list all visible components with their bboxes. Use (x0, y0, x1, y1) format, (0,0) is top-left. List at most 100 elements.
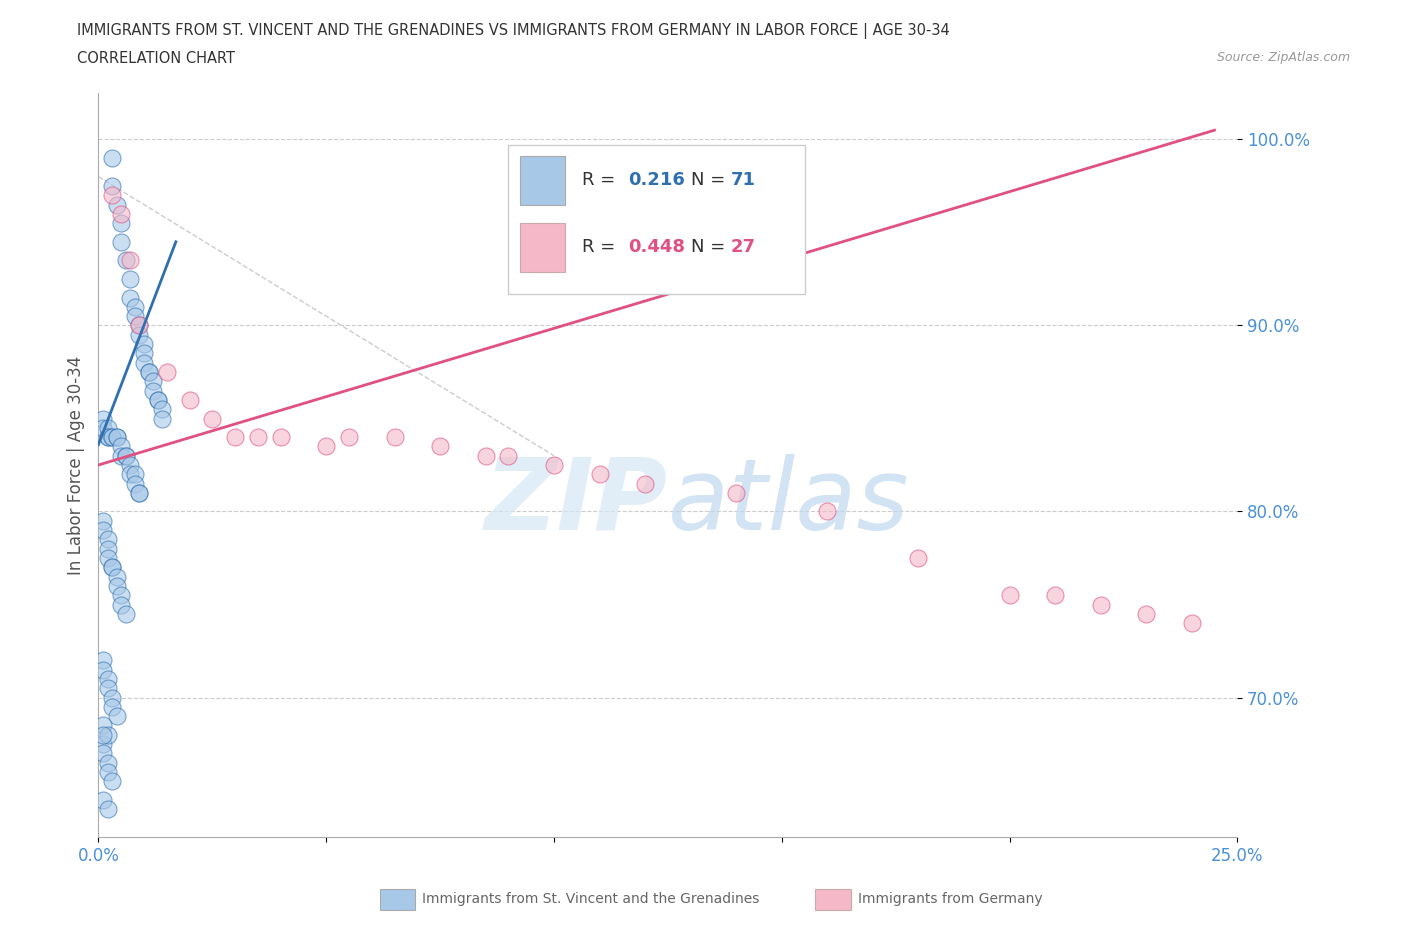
Point (96, 764, 118, 779)
Point (105, 578, 128, 593)
Point (128, 485, 150, 500)
Point (96, 681, 118, 696)
Point (138, 365, 160, 379)
Point (201, 411, 224, 426)
Point (105, 569, 128, 584)
Point (91, 523, 114, 538)
Point (128, 318, 150, 333)
Point (1090, 597, 1112, 612)
Point (91, 411, 114, 426)
Text: Immigrants from St. Vincent and the Grenadines: Immigrants from St. Vincent and the Gren… (422, 892, 759, 907)
Point (124, 299, 146, 314)
Point (96, 430, 118, 445)
Point (96, 802, 118, 817)
Point (101, 430, 124, 445)
Point (150, 411, 173, 426)
Point (105, 197, 128, 212)
Point (120, 272, 142, 286)
Point (91, 662, 114, 677)
FancyBboxPatch shape (509, 145, 804, 294)
Text: 0.448: 0.448 (628, 238, 685, 256)
Point (96, 532, 118, 547)
Point (96, 755, 118, 770)
Point (146, 392, 169, 407)
Point (105, 709, 128, 724)
Point (124, 476, 146, 491)
Point (101, 560, 124, 575)
Point (91, 727, 114, 742)
Point (156, 365, 179, 379)
Y-axis label: In Labor Force | Age 30-34: In Labor Force | Age 30-34 (66, 355, 84, 575)
Point (124, 309, 146, 324)
Point (725, 485, 748, 500)
Point (114, 448, 136, 463)
Point (120, 467, 142, 482)
Point (588, 467, 610, 482)
Point (120, 290, 142, 305)
Text: R =: R = (582, 171, 616, 189)
Point (91, 792, 114, 807)
FancyBboxPatch shape (520, 156, 565, 205)
Text: 0.216: 0.216 (628, 171, 685, 189)
Point (120, 253, 142, 268)
Point (105, 430, 128, 445)
Point (110, 439, 132, 454)
Point (110, 597, 132, 612)
Text: Source: ZipAtlas.com: Source: ZipAtlas.com (1216, 51, 1350, 64)
Point (337, 430, 360, 445)
Point (132, 337, 155, 352)
Point (91, 718, 114, 733)
Point (110, 206, 132, 221)
Point (142, 383, 165, 398)
Point (101, 188, 124, 203)
Point (91, 746, 114, 761)
Point (315, 439, 337, 454)
Point (110, 588, 132, 603)
Text: CORRELATION CHART: CORRELATION CHART (77, 51, 235, 66)
Point (96, 551, 118, 565)
Point (91, 420, 114, 435)
Point (270, 430, 292, 445)
Point (128, 485, 150, 500)
Point (91, 513, 114, 528)
Point (128, 327, 150, 342)
Point (124, 467, 146, 482)
Point (815, 504, 838, 519)
Point (179, 392, 201, 407)
Point (101, 560, 124, 575)
Point (96, 727, 118, 742)
Point (96, 420, 118, 435)
Point (224, 430, 246, 445)
Point (96, 430, 118, 445)
Point (132, 355, 155, 370)
FancyBboxPatch shape (520, 223, 565, 272)
Text: Immigrants from Germany: Immigrants from Germany (858, 892, 1042, 907)
Point (1135, 606, 1157, 621)
Text: R =: R = (582, 238, 616, 256)
Point (101, 690, 124, 705)
Point (138, 365, 160, 379)
Point (114, 448, 136, 463)
Point (101, 430, 124, 445)
Text: 71: 71 (731, 171, 755, 189)
Point (110, 234, 132, 249)
Point (110, 448, 132, 463)
Text: atlas: atlas (668, 454, 910, 551)
Point (146, 392, 169, 407)
Point (498, 448, 520, 463)
Point (96, 671, 118, 686)
Point (128, 318, 150, 333)
Point (105, 430, 128, 445)
Text: 27: 27 (731, 238, 755, 256)
Point (110, 216, 132, 231)
Point (150, 402, 173, 417)
Point (384, 430, 406, 445)
Text: N =: N = (690, 238, 725, 256)
Point (91, 653, 114, 668)
Point (132, 346, 155, 361)
Point (120, 458, 142, 472)
Point (1043, 588, 1066, 603)
Point (96, 541, 118, 556)
Text: IMMIGRANTS FROM ST. VINCENT AND THE GRENADINES VS IMMIGRANTS FROM GERMANY IN LAB: IMMIGRANTS FROM ST. VINCENT AND THE GREN… (77, 23, 950, 39)
Point (114, 606, 136, 621)
